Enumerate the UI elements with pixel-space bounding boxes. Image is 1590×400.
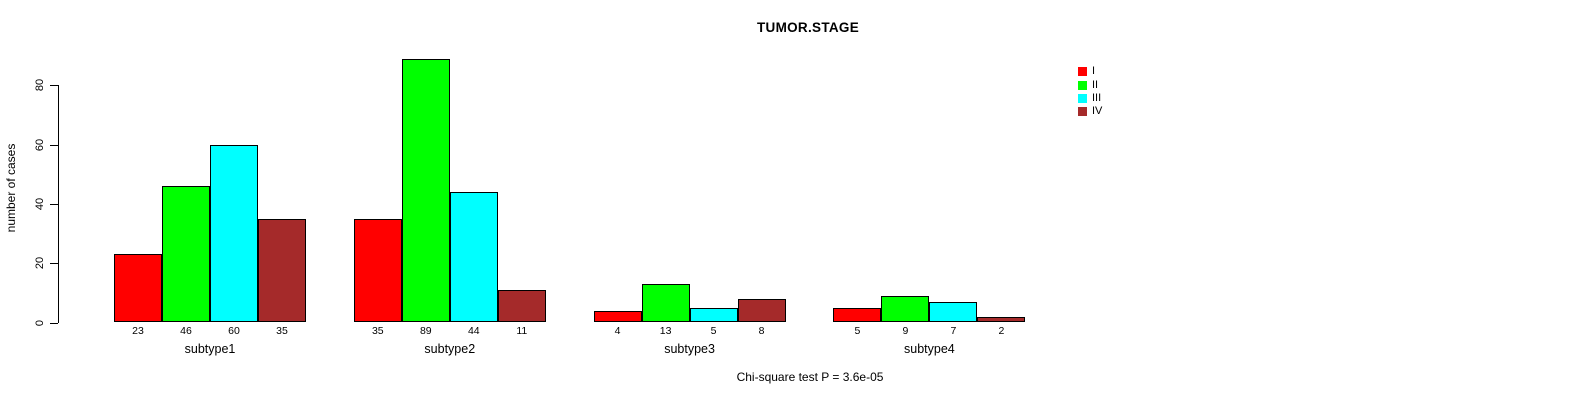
chart-title: TUMOR.STAGE [756,20,860,35]
legend-swatch [1078,107,1087,117]
bar-value-label: 46 [180,325,192,337]
y-axis-tick-label: 80 [34,79,46,92]
bar [689,307,738,323]
bar-value-label: 4 [614,325,621,337]
group-label: subtype3 [664,342,715,356]
bar [162,186,210,323]
bar [210,144,258,323]
y-axis-tick-label: 40 [34,197,46,211]
legend-swatch [1078,67,1087,77]
group-label: subtype4 [904,342,955,356]
legend-item: I [1078,65,1102,78]
bar-value-label: 2 [998,325,1005,337]
bar-value-label: 7 [950,325,957,337]
y-axis-tick-label: 60 [34,138,46,151]
legend-item: II [1078,78,1102,91]
legend-item: III [1078,92,1102,105]
bar [593,310,642,323]
y-axis-tick [50,203,58,205]
bar-value-label: 60 [228,325,240,337]
bar-value-label: 11 [516,325,528,337]
legend: I II III IV [1078,65,1102,119]
legend-swatch [1078,93,1087,103]
bar [881,295,930,323]
bar [833,307,882,323]
y-axis-tick [50,263,58,265]
bar-value-label: 5 [854,325,861,337]
legend-label: I [1092,65,1096,78]
y-axis-label-text: number of cases [4,143,18,233]
bar [737,298,786,323]
y-axis-tick [50,322,58,324]
bar-value-label: 13 [659,325,672,337]
legend-label: III [1092,91,1102,104]
bar-value-label: 9 [902,325,909,337]
bar [977,316,1026,323]
y-axis-tick [50,144,58,146]
bar-value-label: 5 [710,325,717,337]
bar [401,58,450,323]
legend-label: II [1092,78,1099,91]
footer-annotation: Chi-square test P = 3.6e-05 [736,370,884,384]
y-axis-tick-label: 0 [34,319,46,326]
bar [641,283,690,323]
group-label: subtype1 [184,342,236,356]
bar-value-label: 35 [371,325,384,337]
bar [114,254,162,323]
bar [258,218,306,323]
bar-value-label: 35 [276,325,288,337]
bar-value-label: 44 [467,325,480,337]
y-axis-tick [50,85,58,87]
legend-swatch [1078,80,1087,90]
legend-label: IV [1092,105,1103,118]
bar [497,289,546,323]
bar-value-label: 23 [132,325,144,337]
bar [353,218,402,323]
bar [449,192,498,323]
y-axis-line [58,85,59,324]
legend-item: IV [1078,105,1102,118]
group-label: subtype2 [424,342,476,356]
bar-value-label: 8 [758,325,765,337]
bar [929,301,978,323]
bar-value-label: 89 [419,325,432,337]
y-axis-tick-label: 20 [34,257,46,270]
